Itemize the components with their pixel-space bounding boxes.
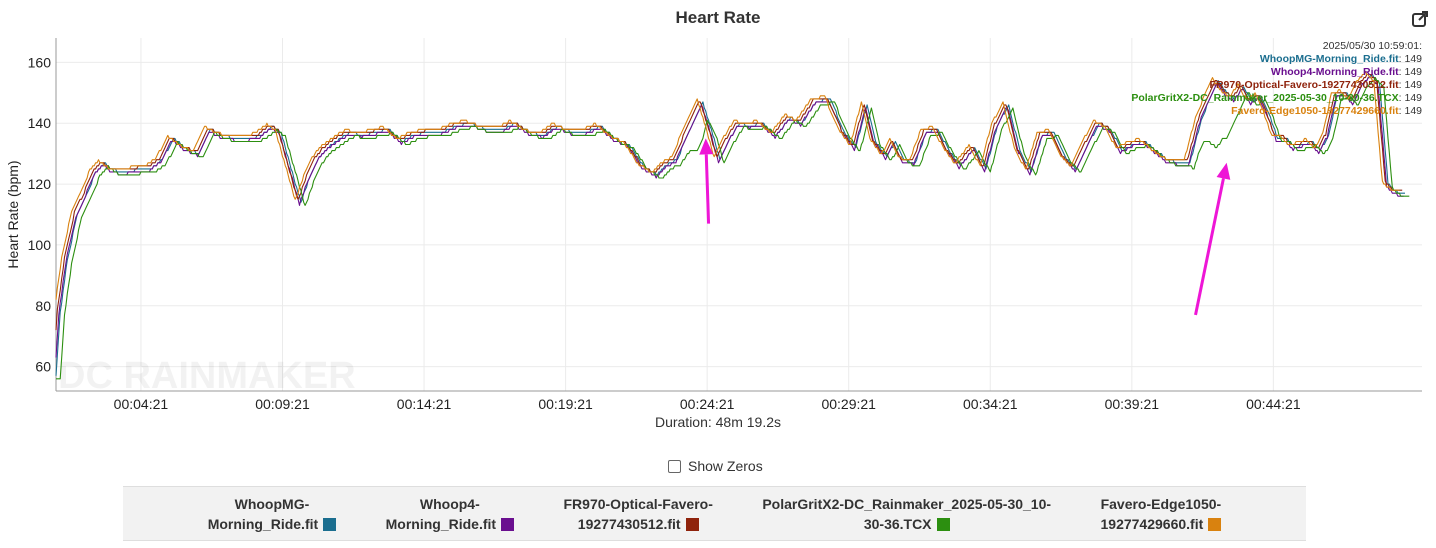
legend-label-line2: 19277429660.fit [1100, 515, 1204, 532]
show-zeros-toggle[interactable]: Show Zeros [668, 458, 763, 474]
x-tick-label: 00:09:21 [255, 396, 310, 412]
x-tick-label: 00:34:21 [963, 396, 1018, 412]
legend-swatch [685, 517, 699, 531]
x-tick-label: 00:39:21 [1105, 396, 1160, 412]
series-line[interactable] [55, 73, 1405, 376]
series-line[interactable] [55, 70, 1400, 300]
annotation-arrow-shaft [704, 154, 711, 224]
tooltip-series-name: Favero-Edge1050-19277429660.fit [1231, 105, 1399, 117]
legend-label-line1: Whoop4- [419, 495, 480, 512]
duration-label: Duration: 48m 19.2s [654, 414, 782, 430]
x-tick-label: 00:19:21 [538, 396, 593, 412]
annotation-arrow-shaft [1194, 178, 1225, 316]
tooltip-entry: Favero-Edge1050-19277429660.fit: 149 [1231, 105, 1422, 117]
watermark: DC RAINMAKER [58, 355, 356, 397]
tooltip-series-name: FR970-Optical-Favero-19277430512.fit [1210, 79, 1400, 91]
legend-item-whoop4[interactable]: Whoop4- Morning_Ride.fit [385, 494, 515, 534]
legend-label-line2: 30-36.TCX [863, 515, 932, 532]
x-tick-label: 00:04:21 [114, 396, 169, 412]
tooltip-entry: Whoop4-Morning_Ride.fit: 149 [1271, 66, 1422, 78]
y-tick-label: 140 [28, 115, 52, 131]
axes: 60 80 100 120 140 160 00:04:21 00:09:21 00:14:21… [5, 38, 1422, 412]
hover-tooltip: 2025/05/30 10:59:01:WhoopMG-Morning_Ride… [1131, 40, 1422, 117]
legend-label-line2: 19277430512.fit [577, 515, 681, 532]
legend-swatch [501, 517, 515, 531]
tooltip-series-value: : 149 [1399, 53, 1423, 65]
x-tick-label: 00:44:21 [1246, 396, 1301, 412]
chart-title: Heart Rate [675, 8, 761, 27]
legend-label-line2: Morning_Ride.fit [207, 515, 319, 532]
x-tick-label: 00:14:21 [397, 396, 452, 412]
legend-label-line2: Morning_Ride.fit [385, 515, 497, 532]
y-axis-label: Heart Rate (bpm) [5, 160, 21, 268]
x-tick-label: 00:24:21 [680, 396, 735, 412]
tooltip-series-value: : 149 [1399, 92, 1423, 104]
tooltip-series-name: PolarGritX2-DC_Rainmaker_2025-05-30_10-3… [1131, 92, 1398, 104]
legend-label-line1: Favero-Edge1050- [1100, 495, 1222, 512]
legend-swatch [323, 517, 337, 531]
tooltip-series-value: : 149 [1399, 105, 1423, 117]
legend-label-line1: PolarGritX2-DC_Rainmaker_2025-05-30_10- [762, 495, 1052, 512]
annotation-arrow-head [699, 138, 714, 155]
legend-swatch [936, 517, 950, 531]
tooltip-timestamp: 2025/05/30 10:59:01: [1323, 40, 1422, 52]
show-zeros-label: Show Zeros [688, 458, 763, 474]
tooltip-entry: WhoopMG-Morning_Ride.fit: 149 [1260, 53, 1422, 65]
legend-item-fr970[interactable]: FR970-Optical-Favero- 19277430512.fit [564, 494, 713, 534]
y-tick-label: 60 [35, 359, 51, 375]
y-tick-label: 120 [28, 176, 52, 192]
export-icon[interactable] [1410, 9, 1430, 29]
series-line[interactable] [56, 77, 1410, 380]
legend-label-line1: FR970-Optical-Favero- [563, 495, 713, 512]
legend: WhoopMG- Morning_Ride.fit Whoop4- Mornin… [123, 486, 1306, 541]
legend-item-favero-edge[interactable]: Favero-Edge1050- 19277429660.fit [1101, 494, 1222, 534]
x-tick-label: 00:29:21 [821, 396, 876, 412]
series-lines[interactable] [55, 70, 1410, 380]
y-tick-label: 80 [35, 298, 51, 314]
legend-swatch [1208, 517, 1222, 531]
tooltip-entry: FR970-Optical-Favero-19277430512.fit: 14… [1210, 79, 1423, 91]
annotation-arrow-head [1216, 162, 1231, 180]
show-zeros-checkbox[interactable] [668, 459, 681, 473]
y-tick-label: 100 [28, 237, 52, 253]
tooltip-series-value: : 149 [1399, 79, 1423, 91]
y-tick-label: 160 [28, 54, 52, 70]
tooltip-series-value: : 149 [1399, 66, 1423, 78]
legend-item-polargritx2[interactable]: PolarGritX2-DC_Rainmaker_2025-05-30_10- … [762, 494, 1051, 534]
tooltip-entry: PolarGritX2-DC_Rainmaker_2025-05-30_10-3… [1131, 92, 1422, 104]
annotation-arrows [699, 138, 1231, 316]
tooltip-series-name: WhoopMG-Morning_Ride.fit [1260, 53, 1399, 65]
legend-item-whoopmg[interactable]: WhoopMG- Morning_Ride.fit [207, 494, 337, 534]
tooltip-series-name: Whoop4-Morning_Ride.fit [1271, 66, 1399, 78]
legend-label-line1: WhoopMG- [234, 495, 310, 512]
